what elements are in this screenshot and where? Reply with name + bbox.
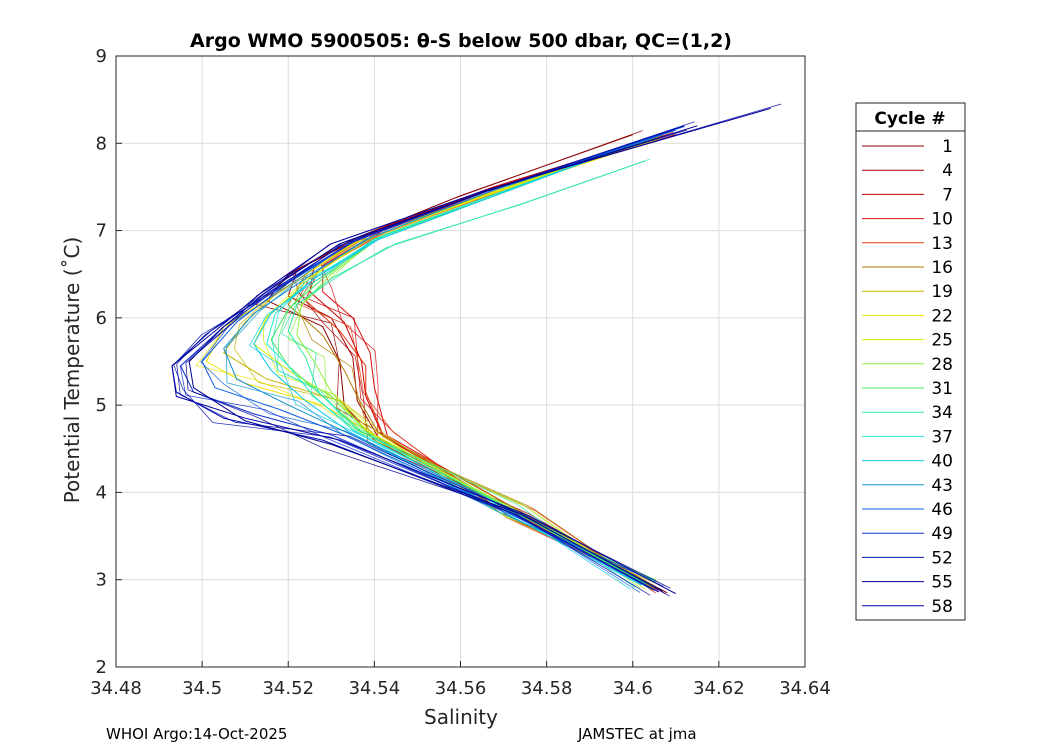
- series-line-cycle-58-alt: [176, 103, 782, 597]
- y-tick-label: 4: [96, 482, 107, 503]
- series-layer: [171, 103, 782, 597]
- series-line-cycle-55-alt: [185, 129, 687, 589]
- series-line-cycle-7-alt: [299, 135, 663, 590]
- x-tick-label: 34.62: [693, 678, 745, 699]
- legend-label-cycle-13: 13: [931, 234, 953, 254]
- series-line-cycle-49-alt: [179, 129, 675, 587]
- legend-entries: 1 4 7 10 13 16 19 22 25 28 31 34 37 40 43 46 49 52 55 58: [862, 137, 953, 617]
- y-tick-label: 2: [96, 657, 107, 678]
- y-tick-label: 9: [96, 46, 107, 67]
- y-tick-label: 6: [96, 308, 107, 329]
- legend-label-cycle-22: 22: [931, 306, 953, 326]
- x-axis-label: Salinity: [424, 705, 498, 729]
- x-tick-label: 34.52: [262, 678, 314, 699]
- legend-title: Cycle #: [874, 109, 945, 129]
- legend-label-cycle-7: 7: [942, 185, 953, 205]
- series-line-cycle-43-alt: [225, 137, 657, 582]
- x-tick-label: 34.56: [435, 678, 487, 699]
- legend-label-cycle-4: 4: [942, 161, 953, 181]
- legend-label-cycle-28: 28: [931, 355, 953, 375]
- series-line-cycle-34-alt: [280, 158, 650, 588]
- legend: Cycle # 1 4 7 10 13 16 19 22 25 28 31 34 37 40 43 46 49 5…: [855, 102, 966, 621]
- y-tick-label: 3: [96, 570, 107, 591]
- legend-label-cycle-52: 52: [931, 548, 953, 568]
- legend-label-cycle-40: 40: [931, 452, 953, 472]
- series-line-cycle-52-alt: [173, 121, 695, 596]
- x-tick-label: 34.6: [613, 678, 653, 699]
- x-tick-label: 34.64: [779, 678, 831, 699]
- legend-box: [855, 102, 966, 621]
- series-line-cycle-40-alt: [249, 133, 662, 590]
- y-tick-label: 7: [96, 221, 107, 242]
- x-tick-label: 34.54: [349, 678, 401, 699]
- legend-label-cycle-16: 16: [931, 258, 953, 278]
- legend-label-cycle-25: 25: [931, 331, 953, 351]
- y-tick-label: 8: [96, 133, 107, 154]
- legend-label-cycle-1: 1: [942, 137, 953, 157]
- y-axis-label: Potential Temperature (˚C): [60, 237, 84, 504]
- legend-label-cycle-31: 31: [931, 379, 953, 399]
- legend-label-cycle-37: 37: [931, 427, 953, 447]
- legend-label-cycle-19: 19: [931, 282, 953, 302]
- x-tick-label: 34.58: [521, 678, 573, 699]
- chart-title: Argo WMO 5900505: θ-S below 500 dbar, QC…: [190, 30, 732, 52]
- x-tick-label: 34.48: [90, 678, 142, 699]
- series-line-cycle-34: [287, 160, 646, 584]
- legend-label-cycle-43: 43: [931, 476, 953, 496]
- footer-credit-left: WHOI Argo:14-Oct-2025: [106, 725, 288, 743]
- legend-label-cycle-49: 49: [931, 524, 953, 544]
- legend-label-cycle-34: 34: [931, 403, 953, 423]
- legend-label-cycle-10: 10: [931, 210, 953, 230]
- legend-label-cycle-46: 46: [931, 500, 953, 520]
- y-tick-label: 5: [96, 395, 107, 416]
- x-tick-label: 34.5: [182, 678, 222, 699]
- legend-label-cycle-58: 58: [931, 597, 953, 617]
- footer-credit-right: JAMSTEC at jma: [578, 725, 697, 743]
- legend-label-cycle-55: 55: [931, 573, 953, 593]
- tick-layer: 34.48 34.5 34.52 34.54 34.56 34.58 34.6 34.62 34…: [90, 46, 831, 699]
